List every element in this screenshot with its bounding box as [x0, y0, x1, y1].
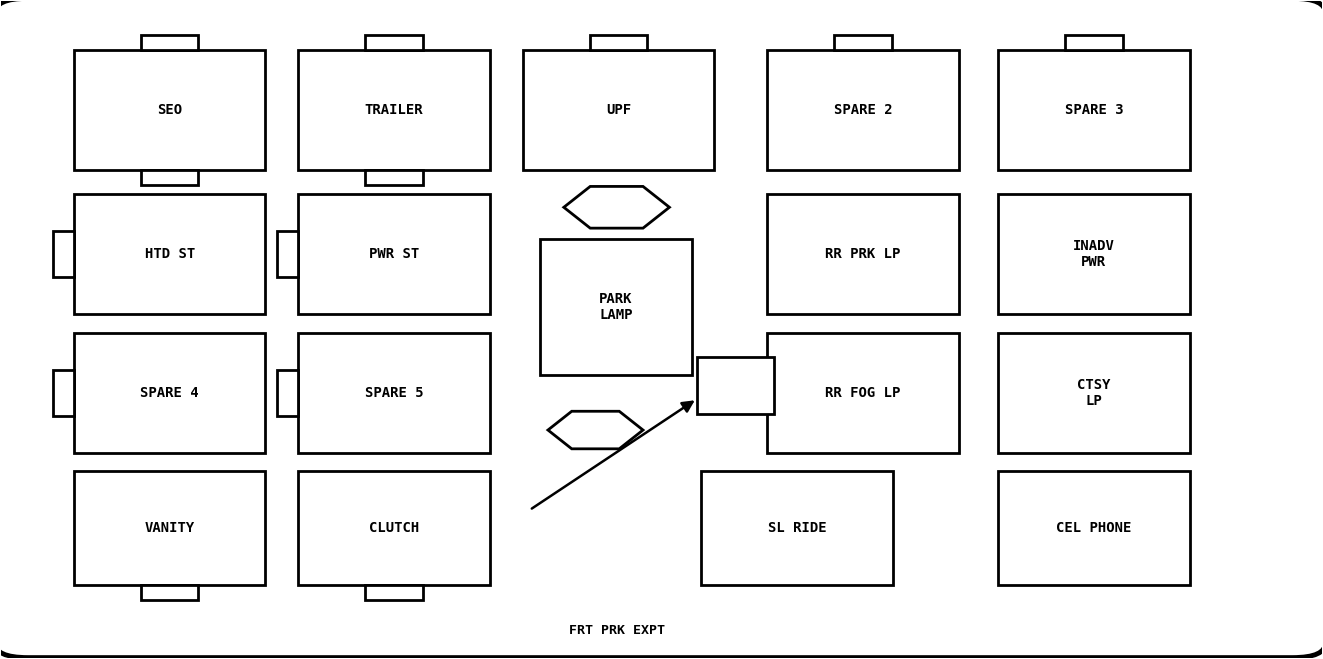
Text: SPARE 5: SPARE 5 [365, 386, 423, 400]
Bar [998, 333, 1189, 453]
Bar [767, 333, 959, 453]
Polygon shape [548, 411, 643, 449]
Bar [74, 194, 266, 314]
Text: SPARE 2: SPARE 2 [833, 103, 892, 117]
Bar [74, 471, 266, 585]
Bar [299, 471, 490, 585]
Text: SPARE 4: SPARE 4 [140, 386, 198, 400]
Bar [701, 471, 893, 585]
Text: RR FOG LP: RR FOG LP [826, 386, 901, 400]
Text: SL RIDE: SL RIDE [767, 521, 826, 535]
Text: TRAILER: TRAILER [365, 103, 423, 117]
Bar [74, 333, 266, 453]
Bar [53, 231, 74, 277]
Text: INADV
PWR: INADV PWR [1073, 239, 1115, 270]
Bar [299, 194, 490, 314]
Bar [697, 357, 774, 414]
Text: VANITY: VANITY [144, 521, 194, 535]
Bar [523, 49, 714, 170]
Bar [278, 370, 299, 416]
Bar [278, 231, 299, 277]
Bar [998, 471, 1189, 585]
Text: UPF: UPF [606, 103, 631, 117]
Bar [998, 49, 1189, 170]
Bar [299, 333, 490, 453]
Bar [74, 49, 266, 170]
Text: PARK
LAMP: PARK LAMP [599, 292, 632, 322]
Text: FRT PRK EXPT: FRT PRK EXPT [569, 624, 664, 637]
Bar [767, 49, 959, 170]
Text: PWR ST: PWR ST [369, 247, 419, 261]
Bar [142, 34, 198, 49]
Bar [299, 49, 490, 170]
Bar [540, 239, 692, 375]
Bar [142, 585, 198, 600]
Text: SPARE 3: SPARE 3 [1065, 103, 1123, 117]
Bar [590, 34, 647, 49]
Text: HTD ST: HTD ST [144, 247, 194, 261]
Bar [998, 194, 1189, 314]
Text: CEL PHONE: CEL PHONE [1056, 521, 1131, 535]
Bar [365, 170, 423, 185]
Bar [53, 370, 74, 416]
Bar [142, 170, 198, 185]
Text: SEO: SEO [157, 103, 183, 117]
Bar [1065, 34, 1123, 49]
Text: CLUTCH: CLUTCH [369, 521, 419, 535]
Bar [767, 194, 959, 314]
Bar [365, 34, 423, 49]
Polygon shape [564, 186, 669, 228]
Bar [365, 585, 423, 600]
Text: RR PRK LP: RR PRK LP [826, 247, 901, 261]
Text: CTSY
LP: CTSY LP [1077, 378, 1110, 408]
Bar [833, 34, 892, 49]
